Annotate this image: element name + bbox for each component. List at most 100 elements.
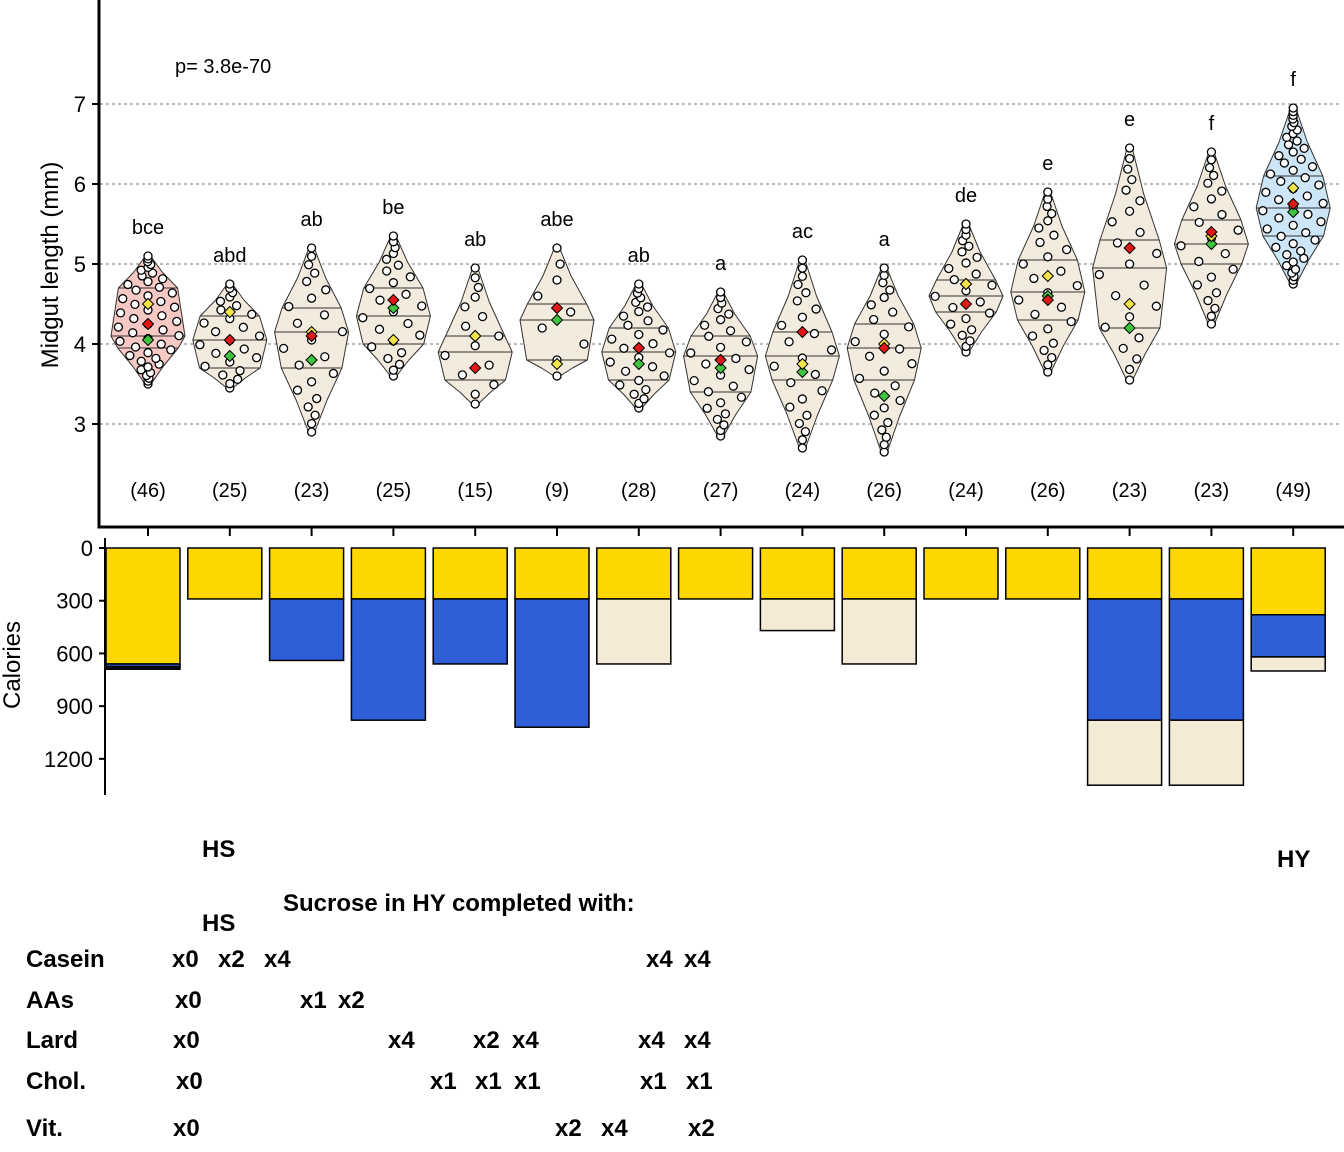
data-point xyxy=(797,271,808,281)
vit-entry: x2 xyxy=(688,1115,715,1142)
data-point xyxy=(284,301,294,312)
calories-y-tick-label: 1200 xyxy=(44,747,93,772)
data-point xyxy=(306,418,317,429)
data-point xyxy=(1135,227,1145,238)
calorie-bar-segment-sucrose xyxy=(923,547,999,600)
data-point xyxy=(494,331,504,341)
data-point xyxy=(477,311,488,322)
data-point xyxy=(794,418,805,429)
aas-entry: x0 xyxy=(175,987,202,1014)
data-point xyxy=(1310,235,1320,245)
calories-y-tick-label: 0 xyxy=(81,536,93,561)
data-point xyxy=(620,366,631,376)
y-tick-label: 4 xyxy=(74,332,86,357)
data-point xyxy=(319,310,330,320)
data-point xyxy=(1276,176,1286,186)
green-diamond-marker xyxy=(223,349,237,363)
casein-entry: x4 xyxy=(264,946,291,973)
data-point xyxy=(797,255,808,265)
data-point xyxy=(715,398,726,408)
data-point xyxy=(1151,301,1162,311)
data-point xyxy=(869,410,879,420)
data-point xyxy=(484,360,494,370)
data-point xyxy=(1056,302,1067,312)
calorie-bar-segment-sucrose xyxy=(105,547,181,665)
data-point xyxy=(885,285,895,295)
data-point xyxy=(712,414,723,425)
data-point xyxy=(1233,225,1243,235)
data-point xyxy=(659,371,669,381)
green-diamond-marker xyxy=(1286,205,1300,219)
sample-size-label: (25) xyxy=(212,480,248,502)
data-point xyxy=(864,351,875,361)
green-diamond-marker xyxy=(632,357,646,371)
data-point xyxy=(292,318,303,328)
row-label-casein: Casein xyxy=(26,946,105,973)
data-point xyxy=(470,341,480,351)
data-point xyxy=(619,343,629,353)
violin-axes: 3 4 5 6 7 xyxy=(74,0,1344,536)
red-diamond-marker xyxy=(1123,241,1136,255)
data-point xyxy=(470,399,480,409)
data-point xyxy=(125,350,135,361)
red-diamond-marker xyxy=(796,325,809,339)
data-point xyxy=(1261,187,1271,197)
data-point xyxy=(1124,312,1135,322)
data-point xyxy=(310,410,320,420)
data-point xyxy=(699,320,710,330)
data-point xyxy=(440,350,450,361)
data-point xyxy=(113,322,124,332)
data-point xyxy=(894,344,905,354)
data-point xyxy=(401,289,411,299)
data-point xyxy=(216,305,226,315)
casein-entry: x4 xyxy=(684,946,711,973)
green-diamond-marker xyxy=(714,361,727,375)
data-point xyxy=(381,254,392,264)
data-point xyxy=(374,324,385,334)
data-point xyxy=(664,348,675,358)
data-point xyxy=(1206,147,1217,157)
data-point xyxy=(195,340,205,350)
significance-letters: f xyxy=(1290,69,1296,91)
data-point xyxy=(786,377,796,388)
data-point xyxy=(1274,195,1284,205)
data-point xyxy=(579,339,589,349)
data-point xyxy=(634,375,644,386)
data-point xyxy=(719,420,729,430)
data-point xyxy=(615,380,625,390)
data-point xyxy=(470,389,480,399)
data-point xyxy=(238,322,248,332)
data-point xyxy=(809,328,820,339)
data-point xyxy=(303,260,314,270)
data-point xyxy=(537,323,547,333)
data-point xyxy=(895,395,905,406)
data-point xyxy=(417,301,427,311)
green-diamond-marker xyxy=(796,365,809,379)
data-point xyxy=(533,291,543,301)
red-diamond-marker xyxy=(714,353,727,367)
data-point xyxy=(826,345,837,355)
data-point xyxy=(930,291,940,301)
calorie-bar-segment-protein xyxy=(1168,598,1245,721)
data-point xyxy=(1288,257,1298,267)
data-point xyxy=(736,392,747,402)
data-point xyxy=(965,336,975,346)
data-point xyxy=(1206,155,1217,165)
calorie-bar-segment-sucrose xyxy=(841,547,917,600)
data-point xyxy=(233,374,243,384)
green-diamond-marker xyxy=(550,313,564,327)
aas-entry: x2 xyxy=(338,987,365,1014)
data-point xyxy=(130,299,140,310)
data-point xyxy=(648,339,658,349)
data-point xyxy=(174,330,184,341)
sample-size-label: (15) xyxy=(457,480,493,502)
sample-size-label: (46) xyxy=(130,480,166,502)
data-point xyxy=(1288,239,1298,249)
sample-size-label: (49) xyxy=(1275,480,1311,502)
calorie-bar-segment-sucrose xyxy=(1250,547,1326,616)
y-tick-label: 3 xyxy=(74,412,86,437)
data-point xyxy=(1043,360,1053,370)
data-point xyxy=(320,352,330,362)
green-diamond-marker xyxy=(387,301,400,315)
